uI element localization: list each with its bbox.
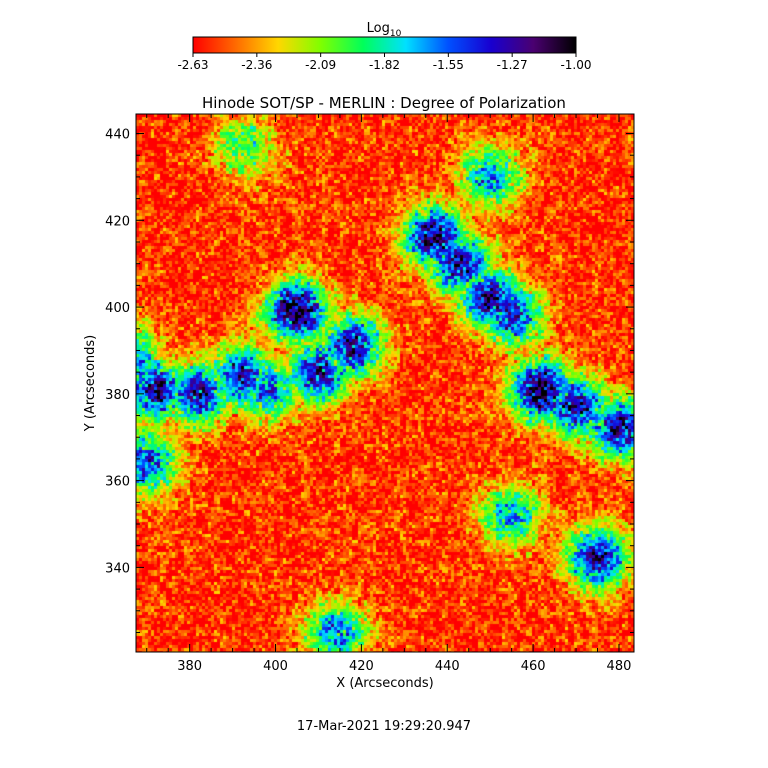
chart-title: Hinode SOT/SP - MERLIN : Degree of Polar… [202, 94, 566, 112]
colorbar-label-base: Log [367, 21, 390, 36]
x-tick-label: 460 [521, 659, 546, 674]
y-tick-label: 400 [105, 301, 130, 316]
x-axis: 380 400 420 440 460 480 [146, 114, 632, 674]
y-tick-label: 440 [105, 128, 130, 143]
heatmap-plot-area [136, 114, 634, 652]
y-axis-label: Y (Arcseconds) [83, 335, 98, 432]
x-axis-label: X (Arcseconds) [336, 676, 433, 691]
colorbar-tick-label: -2.36 [241, 58, 272, 72]
x-tick-label: 420 [349, 659, 374, 674]
x-tick-label: 480 [607, 659, 632, 674]
y-tick-label: 340 [105, 561, 130, 576]
colorbar-tick-label: -1.55 [433, 58, 464, 72]
y-axis: 440 420 400 380 360 340 [105, 128, 634, 633]
plot-frame [135, 113, 635, 653]
colorbar-label-sub: 10 [390, 29, 402, 39]
y-tick-label: 360 [105, 475, 130, 490]
colorbar-tick-label: -2.63 [177, 58, 208, 72]
colorbar-tick-label: -2.09 [305, 58, 336, 72]
colorbar-tick-label: -1.82 [369, 58, 400, 72]
y-tick-label: 420 [105, 214, 130, 229]
x-tick-label: 400 [263, 659, 288, 674]
x-tick-label: 380 [177, 659, 202, 674]
x-tick-label: 440 [435, 659, 460, 674]
colorbar-label: Log10 [367, 21, 402, 39]
colorbar-tick-label: -1.27 [497, 58, 528, 72]
colorbar [192, 36, 577, 54]
footer-timestamp: 17-Mar-2021 19:29:20.947 [297, 719, 471, 734]
heatmap-canvas [136, 114, 634, 652]
colorbar-tick-label: -1.00 [560, 58, 591, 72]
y-tick-label: 380 [105, 388, 130, 403]
colorbar-ticks: -2.63 -2.36 -2.09 -1.82 -1.55 -1.27 -1.00 [177, 53, 592, 72]
